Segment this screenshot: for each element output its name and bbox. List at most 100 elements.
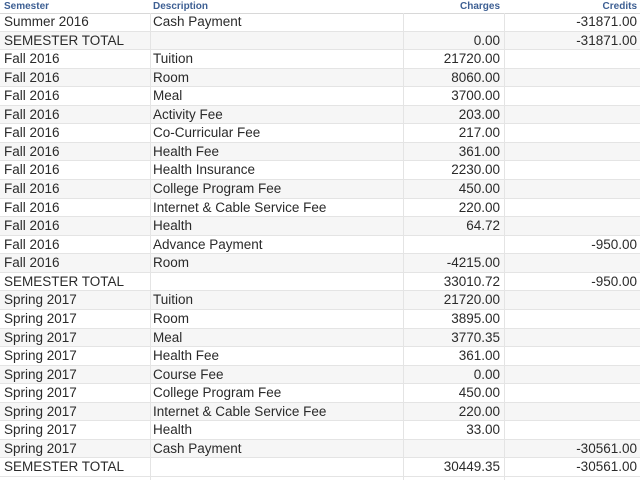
credits-cell: -31871.00 <box>576 32 637 48</box>
description-cell: Room <box>153 69 190 85</box>
description-cell: Room <box>153 310 190 326</box>
description-cell: Co-Curricular Fee <box>153 125 261 141</box>
description-cell: Cash Payment <box>153 14 242 29</box>
table-row: Fall 2016 College Program Fee 450.00 <box>0 180 640 199</box>
credits-cell: -31871.00 <box>576 14 637 29</box>
semester-cell: Spring 2017 <box>4 348 77 364</box>
semester-cell: Fall 2016 <box>4 88 60 104</box>
description-cell: Health Fee <box>153 143 220 159</box>
semester-cell: Fall 2016 <box>4 69 60 85</box>
charges-cell: 3770.35 <box>451 329 500 345</box>
description-cell: Room <box>153 255 190 271</box>
semester-cell: Fall 2016 <box>4 143 60 159</box>
table-row: Spring 2017 Cash Payment -30561.00 <box>0 439 640 459</box>
charges-cell: 217.00 <box>458 125 500 141</box>
credits-header: Credits <box>602 1 637 12</box>
table-row: Fall 2016 Health Fee 361.00 <box>0 142 640 162</box>
table-row: Fall 2016 Room 8060.00 <box>0 68 640 88</box>
table-row: SEMESTER TOTAL 30449.35 -30561.00 <box>0 458 640 477</box>
charges-cell: 30449.35 <box>443 459 500 475</box>
semester-header: Semester <box>4 1 50 12</box>
description-cell: Internet & Cable Service Fee <box>153 403 327 419</box>
description-cell: Health Insurance <box>153 162 256 178</box>
charges-cell: -4215.00 <box>446 255 500 271</box>
charges-cell: 3895.00 <box>451 310 500 326</box>
semester-cell: Fall 2016 <box>4 236 60 252</box>
description-cell: Meal <box>153 88 183 104</box>
semester-cell: Fall 2016 <box>4 51 60 67</box>
table-row: Fall 2016 Room -4215.00 <box>0 254 640 273</box>
charges-cell: 361.00 <box>458 143 500 159</box>
semester-cell: Fall 2016 <box>4 255 60 271</box>
description-header: Description <box>153 1 209 12</box>
column-separator <box>403 13 404 480</box>
semester-cell: Fall 2016 <box>4 162 60 178</box>
description-cell: Course Fee <box>153 366 224 382</box>
description-cell: Tuition <box>153 292 194 308</box>
semester-cell: Spring 2017 <box>4 403 77 419</box>
charges-header: Charges <box>459 1 500 12</box>
table-row: Spring 2017 Room 3895.00 <box>0 310 640 329</box>
semester-cell: SEMESTER TOTAL <box>4 32 125 48</box>
description-cell: Internet & Cable Service Fee <box>153 199 327 215</box>
charges-cell: 64.72 <box>466 218 500 234</box>
credits-cell: -950.00 <box>591 273 637 289</box>
table-row: Fall 2016 Meal 3700.00 <box>0 87 640 106</box>
table-row: Fall 2016 Advance Payment -950.00 <box>0 236 640 255</box>
column-separator <box>504 13 505 480</box>
charges-cell: 21720.00 <box>443 51 500 67</box>
charges-cell: 361.00 <box>458 348 500 364</box>
charges-cell: 220.00 <box>458 199 500 215</box>
table-row: Fall 2016 Health 64.72 <box>0 217 640 236</box>
charges-cell: 220.00 <box>458 403 500 419</box>
description-cell: Advance Payment <box>153 236 263 252</box>
table-row: Fall 2016 Internet & Cable Service Fee 220… <box>0 199 640 218</box>
description-cell: Health Fee <box>153 348 220 364</box>
description-cell: Health <box>153 218 193 234</box>
credits-cell: -950.00 <box>591 236 637 252</box>
semester-cell: Fall 2016 <box>4 106 60 122</box>
charges-cell: 0.00 <box>473 32 500 48</box>
table-row: Spring 2017 Course Fee 0.00 <box>0 365 640 385</box>
credits-cell: -30561.00 <box>576 440 637 456</box>
semester-cell: SEMESTER TOTAL <box>4 273 125 289</box>
table-row: Fall 2016 Activity Fee 203.00 <box>0 105 640 125</box>
table-row: SEMESTER TOTAL 0.00 -31871.00 <box>0 31 640 51</box>
table-row: Spring 2017 Health 33.00 <box>0 421 640 440</box>
semester-cell: SEMESTER TOTAL <box>4 459 125 475</box>
semester-cell: Fall 2016 <box>4 199 60 215</box>
charges-cell: 3700.00 <box>451 88 500 104</box>
semester-cell: Summer 2016 <box>4 14 89 29</box>
semester-cell: Spring 2017 <box>4 292 77 308</box>
semester-cell: Spring 2017 <box>4 329 77 345</box>
charges-cell: 33.00 <box>466 422 500 438</box>
description-cell: Tuition <box>153 51 194 67</box>
charges-cell: 2230.00 <box>451 162 500 178</box>
column-separator <box>150 13 151 480</box>
description-cell: Activity Fee <box>153 106 223 122</box>
description-cell: Meal <box>153 329 183 345</box>
charges-cell: 203.00 <box>458 106 500 122</box>
semester-cell: Spring 2017 <box>4 440 77 456</box>
table-row: SEMESTER TOTAL 33010.72 -950.00 <box>0 273 640 292</box>
charges-cell: 450.00 <box>458 385 500 401</box>
table-row: Fall 2016 Tuition 21720.00 <box>0 50 640 69</box>
header-row: Semester Description Charges Credits <box>0 0 640 14</box>
semester-cell: Fall 2016 <box>4 218 60 234</box>
charges-cell: 0.00 <box>473 366 500 382</box>
table-row: Fall 2016 Co-Curricular Fee 217.00 <box>0 124 640 143</box>
charges-cell: 450.00 <box>458 181 500 197</box>
table-row: Spring 2017 Tuition 21720.00 <box>0 291 640 310</box>
semester-cell: Fall 2016 <box>4 181 60 197</box>
charges-cell: 21720.00 <box>443 292 500 308</box>
table-row: Spring 2017 Internet & Cable Service Fee 2… <box>0 402 640 422</box>
credits-cell: -30561.00 <box>576 459 637 475</box>
semester-cell: Spring 2017 <box>4 366 77 382</box>
description-cell: Health <box>153 422 193 438</box>
semester-cell: Spring 2017 <box>4 422 77 438</box>
semester-cell: Spring 2017 <box>4 385 77 401</box>
table-row: Spring 2017 Meal 3770.35 <box>0 328 640 348</box>
table-row: Spring 2017 Health Fee 361.00 <box>0 347 640 366</box>
semester-cell: Fall 2016 <box>4 125 60 141</box>
